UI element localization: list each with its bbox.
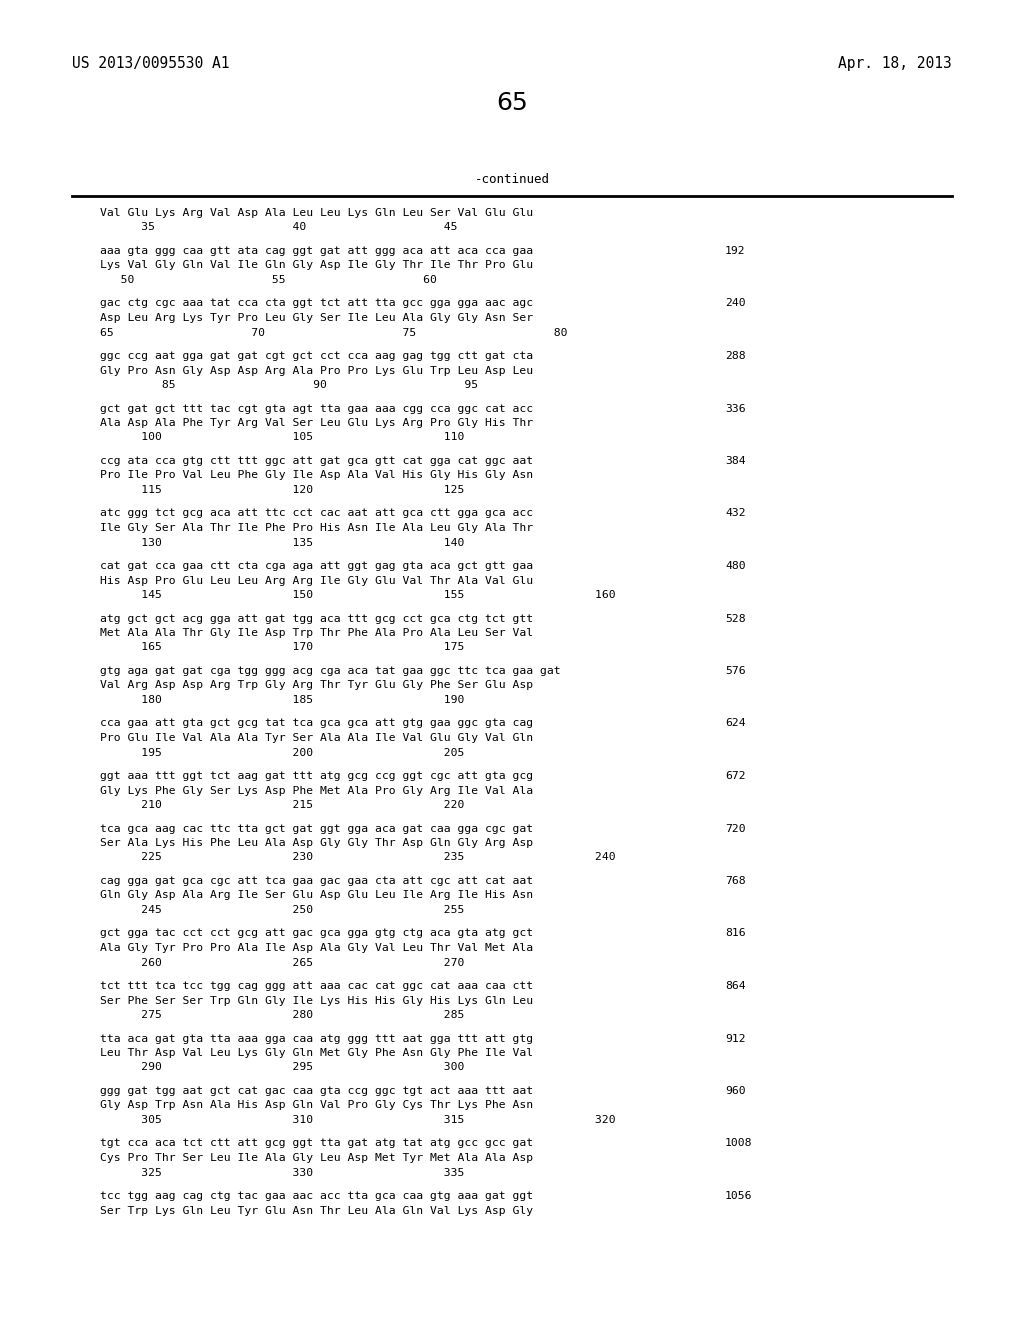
Text: 960: 960 xyxy=(725,1086,745,1096)
Text: 225                   230                   235                   240: 225 230 235 240 xyxy=(100,853,615,862)
Text: 130                   135                   140: 130 135 140 xyxy=(100,537,464,548)
Text: 115                   120                   125: 115 120 125 xyxy=(100,484,464,495)
Text: Ser Phe Ser Ser Trp Gln Gly Ile Lys His His Gly His Lys Gln Leu: Ser Phe Ser Ser Trp Gln Gly Ile Lys His … xyxy=(100,995,534,1006)
Text: 336: 336 xyxy=(725,404,745,413)
Text: Ile Gly Ser Ala Thr Ile Phe Pro His Asn Ile Ala Leu Gly Ala Thr: Ile Gly Ser Ala Thr Ile Phe Pro His Asn … xyxy=(100,523,534,533)
Text: Lys Val Gly Gln Val Ile Gln Gly Asp Ile Gly Thr Ile Thr Pro Glu: Lys Val Gly Gln Val Ile Gln Gly Asp Ile … xyxy=(100,260,534,271)
Text: 720: 720 xyxy=(725,824,745,833)
Text: Gly Pro Asn Gly Asp Asp Arg Ala Pro Pro Lys Glu Trp Leu Asp Leu: Gly Pro Asn Gly Asp Asp Arg Ala Pro Pro … xyxy=(100,366,534,375)
Text: US 2013/0095530 A1: US 2013/0095530 A1 xyxy=(72,55,229,71)
Text: 768: 768 xyxy=(725,876,745,886)
Text: 180                   185                   190: 180 185 190 xyxy=(100,696,464,705)
Text: 210                   215                   220: 210 215 220 xyxy=(100,800,464,810)
Text: 195                   200                   205: 195 200 205 xyxy=(100,747,464,758)
Text: tgt cca aca tct ctt att gcg ggt tta gat atg tat atg gcc gcc gat: tgt cca aca tct ctt att gcg ggt tta gat … xyxy=(100,1138,534,1148)
Text: 100                   105                   110: 100 105 110 xyxy=(100,433,464,442)
Text: atc ggg tct gcg aca att ttc cct cac aat att gca ctt gga gca acc: atc ggg tct gcg aca att ttc cct cac aat … xyxy=(100,508,534,519)
Text: 912: 912 xyxy=(725,1034,745,1044)
Text: Val Glu Lys Arg Val Asp Ala Leu Leu Lys Gln Leu Ser Val Glu Glu: Val Glu Lys Arg Val Asp Ala Leu Leu Lys … xyxy=(100,209,534,218)
Text: 240: 240 xyxy=(725,298,745,309)
Text: Gln Gly Asp Ala Arg Ile Ser Glu Asp Glu Leu Ile Arg Ile His Asn: Gln Gly Asp Ala Arg Ile Ser Glu Asp Glu … xyxy=(100,891,534,900)
Text: 480: 480 xyxy=(725,561,745,572)
Text: 145                   150                   155                   160: 145 150 155 160 xyxy=(100,590,615,601)
Text: 624: 624 xyxy=(725,718,745,729)
Text: 165                   170                   175: 165 170 175 xyxy=(100,643,464,652)
Text: 245                   250                   255: 245 250 255 xyxy=(100,906,464,915)
Text: tca gca aag cac ttc tta gct gat ggt gga aca gat caa gga cgc gat: tca gca aag cac ttc tta gct gat ggt gga … xyxy=(100,824,534,833)
Text: 65: 65 xyxy=(496,91,528,115)
Text: 192: 192 xyxy=(725,246,745,256)
Text: cat gat cca gaa ctt cta cga aga att ggt gag gta aca gct gtt gaa: cat gat cca gaa ctt cta cga aga att ggt … xyxy=(100,561,534,572)
Text: aaa gta ggg caa gtt ata cag ggt gat att ggg aca att aca cca gaa: aaa gta ggg caa gtt ata cag ggt gat att … xyxy=(100,246,534,256)
Text: gac ctg cgc aaa tat cca cta ggt tct att tta gcc gga gga aac agc: gac ctg cgc aaa tat cca cta ggt tct att … xyxy=(100,298,534,309)
Text: ggt aaa ttt ggt tct aag gat ttt atg gcg ccg ggt cgc att gta gcg: ggt aaa ttt ggt tct aag gat ttt atg gcg … xyxy=(100,771,534,781)
Text: Gly Lys Phe Gly Ser Lys Asp Phe Met Ala Pro Gly Arg Ile Val Ala: Gly Lys Phe Gly Ser Lys Asp Phe Met Ala … xyxy=(100,785,534,796)
Text: Gly Asp Trp Asn Ala His Asp Gln Val Pro Gly Cys Thr Lys Phe Asn: Gly Asp Trp Asn Ala His Asp Gln Val Pro … xyxy=(100,1101,534,1110)
Text: Leu Thr Asp Val Leu Lys Gly Gln Met Gly Phe Asn Gly Phe Ile Val: Leu Thr Asp Val Leu Lys Gly Gln Met Gly … xyxy=(100,1048,534,1059)
Text: 1008: 1008 xyxy=(725,1138,753,1148)
Text: atg gct gct acg gga att gat tgg aca ttt gcg cct gca ctg tct gtt: atg gct gct acg gga att gat tgg aca ttt … xyxy=(100,614,534,623)
Text: tta aca gat gta tta aaa gga caa atg ggg ttt aat gga ttt att gtg: tta aca gat gta tta aaa gga caa atg ggg … xyxy=(100,1034,534,1044)
Text: ggc ccg aat gga gat gat cgt gct cct cca aag gag tgg ctt gat cta: ggc ccg aat gga gat gat cgt gct cct cca … xyxy=(100,351,534,360)
Text: Ala Asp Ala Phe Tyr Arg Val Ser Leu Glu Lys Arg Pro Gly His Thr: Ala Asp Ala Phe Tyr Arg Val Ser Leu Glu … xyxy=(100,418,534,428)
Text: 290                   295                   300: 290 295 300 xyxy=(100,1063,464,1072)
Text: Met Ala Ala Thr Gly Ile Asp Trp Thr Phe Ala Pro Ala Leu Ser Val: Met Ala Ala Thr Gly Ile Asp Trp Thr Phe … xyxy=(100,628,534,638)
Text: gtg aga gat gat cga tgg ggg acg cga aca tat gaa ggc ttc tca gaa gat: gtg aga gat gat cga tgg ggg acg cga aca … xyxy=(100,667,560,676)
Text: Cys Pro Thr Ser Leu Ile Ala Gly Leu Asp Met Tyr Met Ala Ala Asp: Cys Pro Thr Ser Leu Ile Ala Gly Leu Asp … xyxy=(100,1152,534,1163)
Text: His Asp Pro Glu Leu Leu Arg Arg Ile Gly Glu Val Thr Ala Val Glu: His Asp Pro Glu Leu Leu Arg Arg Ile Gly … xyxy=(100,576,534,586)
Text: 816: 816 xyxy=(725,928,745,939)
Text: 85                    90                    95: 85 90 95 xyxy=(100,380,478,389)
Text: 1056: 1056 xyxy=(725,1191,753,1201)
Text: 325                   330                   335: 325 330 335 xyxy=(100,1167,464,1177)
Text: gct gga tac cct cct gcg att gac gca gga gtg ctg aca gta atg gct: gct gga tac cct cct gcg att gac gca gga … xyxy=(100,928,534,939)
Text: Apr. 18, 2013: Apr. 18, 2013 xyxy=(839,55,952,71)
Text: cag gga gat gca cgc att tca gaa gac gaa cta att cgc att cat aat: cag gga gat gca cgc att tca gaa gac gaa … xyxy=(100,876,534,886)
Text: Pro Ile Pro Val Leu Phe Gly Ile Asp Ala Val His Gly His Gly Asn: Pro Ile Pro Val Leu Phe Gly Ile Asp Ala … xyxy=(100,470,534,480)
Text: 384: 384 xyxy=(725,455,745,466)
Text: 260                   265                   270: 260 265 270 xyxy=(100,957,464,968)
Text: 672: 672 xyxy=(725,771,745,781)
Text: Ser Ala Lys His Phe Leu Ala Asp Gly Gly Thr Asp Gln Gly Arg Asp: Ser Ala Lys His Phe Leu Ala Asp Gly Gly … xyxy=(100,838,534,847)
Text: tcc tgg aag cag ctg tac gaa aac acc tta gca caa gtg aaa gat ggt: tcc tgg aag cag ctg tac gaa aac acc tta … xyxy=(100,1191,534,1201)
Text: 35                    40                    45: 35 40 45 xyxy=(100,223,458,232)
Text: -continued: -continued xyxy=(474,173,550,186)
Text: Ser Trp Lys Gln Leu Tyr Glu Asn Thr Leu Ala Gln Val Lys Asp Gly: Ser Trp Lys Gln Leu Tyr Glu Asn Thr Leu … xyxy=(100,1205,534,1216)
Text: 576: 576 xyxy=(725,667,745,676)
Text: ccg ata cca gtg ctt ttt ggc att gat gca gtt cat gga cat ggc aat: ccg ata cca gtg ctt ttt ggc att gat gca … xyxy=(100,455,534,466)
Text: gct gat gct ttt tac cgt gta agt tta gaa aaa cgg cca ggc cat acc: gct gat gct ttt tac cgt gta agt tta gaa … xyxy=(100,404,534,413)
Text: ggg gat tgg aat gct cat gac caa gta ccg ggc tgt act aaa ttt aat: ggg gat tgg aat gct cat gac caa gta ccg … xyxy=(100,1086,534,1096)
Text: Val Arg Asp Asp Arg Trp Gly Arg Thr Tyr Glu Gly Phe Ser Glu Asp: Val Arg Asp Asp Arg Trp Gly Arg Thr Tyr … xyxy=(100,681,534,690)
Text: 528: 528 xyxy=(725,614,745,623)
Text: 50                    55                    60: 50 55 60 xyxy=(100,275,437,285)
Text: 305                   310                   315                   320: 305 310 315 320 xyxy=(100,1115,615,1125)
Text: tct ttt tca tcc tgg cag ggg att aaa cac cat ggc cat aaa caa ctt: tct ttt tca tcc tgg cag ggg att aaa cac … xyxy=(100,981,534,991)
Text: Ala Gly Tyr Pro Pro Ala Ile Asp Ala Gly Val Leu Thr Val Met Ala: Ala Gly Tyr Pro Pro Ala Ile Asp Ala Gly … xyxy=(100,942,534,953)
Text: 65                    70                    75                    80: 65 70 75 80 xyxy=(100,327,567,338)
Text: 432: 432 xyxy=(725,508,745,519)
Text: cca gaa att gta gct gcg tat tca gca gca att gtg gaa ggc gta cag: cca gaa att gta gct gcg tat tca gca gca … xyxy=(100,718,534,729)
Text: 864: 864 xyxy=(725,981,745,991)
Text: Pro Glu Ile Val Ala Ala Tyr Ser Ala Ala Ile Val Glu Gly Val Gln: Pro Glu Ile Val Ala Ala Tyr Ser Ala Ala … xyxy=(100,733,534,743)
Text: 275                   280                   285: 275 280 285 xyxy=(100,1010,464,1020)
Text: 288: 288 xyxy=(725,351,745,360)
Text: Asp Leu Arg Lys Tyr Pro Leu Gly Ser Ile Leu Ala Gly Gly Asn Ser: Asp Leu Arg Lys Tyr Pro Leu Gly Ser Ile … xyxy=(100,313,534,323)
